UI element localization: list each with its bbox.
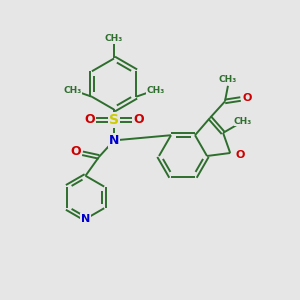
Text: CH₃: CH₃ <box>146 86 165 95</box>
Text: N: N <box>81 214 90 224</box>
Text: CH₃: CH₃ <box>105 34 123 43</box>
Text: O: O <box>133 113 144 127</box>
Text: O: O <box>242 92 252 103</box>
Text: O: O <box>235 150 245 160</box>
Text: O: O <box>70 145 81 158</box>
Text: S: S <box>109 113 119 127</box>
Text: O: O <box>84 113 95 127</box>
Text: N: N <box>109 134 119 147</box>
Text: CH₃: CH₃ <box>63 86 82 95</box>
Text: CH₃: CH₃ <box>219 75 237 84</box>
Text: CH₃: CH₃ <box>234 117 252 126</box>
